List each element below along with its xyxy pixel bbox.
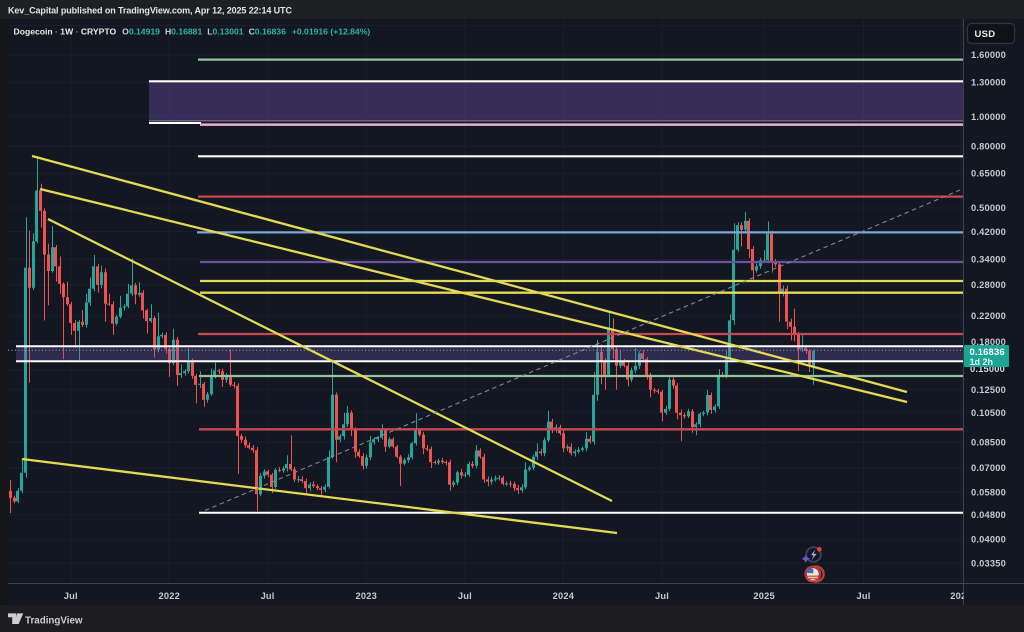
- svg-text:0.18000: 0.18000: [971, 337, 1006, 347]
- svg-text:0.03350: 0.03350: [971, 559, 1006, 569]
- svg-text:Kev_Capital published on Tradi: Kev_Capital published on TradingView.com…: [8, 6, 292, 16]
- svg-text:0.04000: 0.04000: [971, 534, 1006, 544]
- svg-text:0.34000: 0.34000: [971, 255, 1006, 265]
- svg-text:0.15000: 0.15000: [970, 364, 1005, 374]
- svg-text:0.65000: 0.65000: [971, 169, 1006, 179]
- svg-text:2026: 2026: [950, 591, 971, 601]
- svg-text:0.80000: 0.80000: [971, 141, 1006, 151]
- svg-text:0.42000: 0.42000: [971, 227, 1006, 237]
- svg-text:0.10500: 0.10500: [971, 408, 1006, 418]
- svg-text:0.05800: 0.05800: [971, 487, 1006, 497]
- svg-text:Jul: Jul: [655, 591, 669, 601]
- svg-text:1.00000: 1.00000: [971, 112, 1006, 122]
- svg-text:1d 2h: 1d 2h: [970, 357, 994, 367]
- svg-text:Jul: Jul: [458, 591, 472, 601]
- svg-text:0.16836: 0.16836: [970, 346, 1005, 357]
- svg-text:USD: USD: [975, 29, 996, 40]
- svg-text:Jul: Jul: [261, 591, 275, 601]
- svg-text:1.60000: 1.60000: [971, 50, 1006, 60]
- svg-text:0.50000: 0.50000: [971, 203, 1006, 213]
- svg-text:0.08500: 0.08500: [971, 437, 1006, 447]
- svg-text:2025: 2025: [753, 591, 774, 601]
- svg-text:0.22000: 0.22000: [971, 311, 1006, 321]
- svg-text:2023: 2023: [356, 591, 377, 601]
- svg-text:TradingView: TradingView: [25, 615, 83, 626]
- svg-text:2024: 2024: [553, 591, 575, 601]
- svg-text:1.30000: 1.30000: [971, 78, 1006, 88]
- svg-text:0.07000: 0.07000: [971, 463, 1006, 473]
- svg-text:0.12500: 0.12500: [971, 385, 1006, 395]
- svg-text:Jul: Jul: [856, 591, 870, 601]
- svg-text:0.28000: 0.28000: [971, 280, 1006, 290]
- svg-text:0.04800: 0.04800: [971, 510, 1006, 520]
- svg-text:2022: 2022: [158, 591, 179, 601]
- svg-text:Jul: Jul: [64, 591, 78, 601]
